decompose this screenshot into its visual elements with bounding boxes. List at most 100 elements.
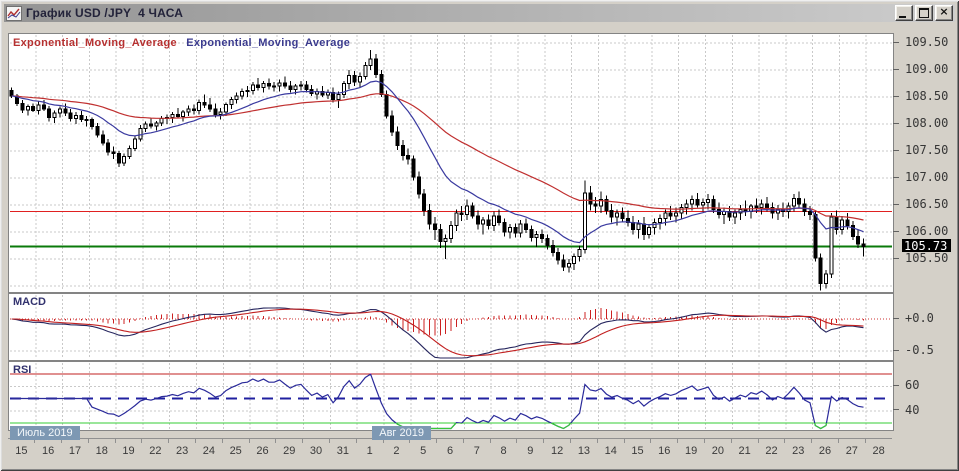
- x-axis-tick: [328, 438, 330, 443]
- x-axis-tick: [596, 438, 598, 443]
- price-scale-label: 107.00: [905, 170, 949, 184]
- x-axis-tick: [114, 438, 116, 443]
- x-axis-tick: [61, 438, 63, 443]
- close-icon: ×: [939, 5, 949, 18]
- date-label: 22: [149, 445, 162, 457]
- price-scale-tick: [893, 122, 899, 124]
- date-label: 1: [366, 445, 373, 457]
- price-scale-tick: [893, 95, 899, 97]
- minimize-icon: [899, 16, 906, 18]
- indicator-legend: Exponential_Moving_Average Exponential_M…: [13, 37, 356, 49]
- price-scale-label: 105.50: [905, 251, 949, 265]
- date-label: 17: [68, 445, 82, 457]
- rsi-canvas: [10, 363, 892, 430]
- x-axis-tick: [34, 438, 36, 443]
- date-label: 21: [738, 445, 751, 457]
- date-label: 7: [473, 445, 480, 457]
- price-scale-tick: [893, 230, 899, 232]
- x-axis-tick: [837, 438, 839, 443]
- date-label: 26: [256, 445, 269, 457]
- date-label: 22: [765, 445, 778, 457]
- x-axis-tick: [355, 438, 357, 443]
- price-chart-canvas: [9, 35, 892, 291]
- price-scale-tick: [893, 257, 899, 259]
- price-scale-label: 109.00: [905, 62, 949, 76]
- price-scale-tick: [893, 176, 899, 178]
- price-scale-label: 108.50: [905, 89, 949, 103]
- date-label: 25: [229, 445, 242, 457]
- minimize-button[interactable]: [895, 5, 913, 21]
- macd-scale-tick: [893, 317, 899, 319]
- price-scale-tick: [893, 149, 899, 151]
- x-axis-tick: [302, 438, 304, 443]
- date-label: 18: [95, 445, 108, 457]
- date-label: 2: [393, 445, 400, 457]
- rsi-scale-tick: [893, 384, 899, 386]
- price-scale-tick: [893, 203, 899, 205]
- x-axis-tick: [623, 438, 625, 443]
- x-axis-tick: [677, 438, 679, 443]
- price-scale-label: 107.50: [905, 143, 949, 157]
- date-label: 24: [202, 445, 216, 457]
- macd-scale-label: -0.5: [905, 343, 934, 357]
- price-chart-panel[interactable]: Exponential_Moving_Average Exponential_M…: [8, 33, 894, 293]
- x-axis-tick: [87, 438, 89, 443]
- x-axis-tick: [168, 438, 170, 443]
- rsi-label: RSI: [13, 364, 32, 376]
- price-scale-tick: [893, 68, 899, 70]
- x-axis-tick: [409, 438, 411, 443]
- macd-panel[interactable]: MACD: [8, 293, 894, 361]
- x-axis-tick: [757, 438, 759, 443]
- date-label: 16: [42, 445, 55, 457]
- date-label: 13: [577, 445, 591, 457]
- price-scale-label: 108.00: [905, 116, 949, 130]
- current-price-tag: 105.73: [902, 238, 951, 253]
- date-label: 14: [604, 445, 617, 457]
- x-axis-tick: [195, 438, 196, 443]
- x-axis-tick: [248, 438, 250, 443]
- price-scale-label: 106.00: [905, 224, 949, 238]
- x-axis-tick: [141, 438, 143, 443]
- date-label: 15: [15, 445, 28, 457]
- x-axis-tick: [811, 438, 813, 443]
- date-label: 19: [122, 445, 135, 457]
- x-axis-tick: [703, 438, 705, 443]
- date-label: 29: [283, 445, 296, 457]
- maximize-button[interactable]: [915, 5, 933, 21]
- x-axis-line: [8, 438, 892, 439]
- chart-icon: [6, 5, 22, 21]
- date-label: 28: [872, 445, 885, 457]
- price-scale-label: 106.50: [905, 197, 949, 211]
- date-label: 15: [631, 445, 644, 457]
- date-label: 6: [446, 445, 454, 457]
- date-label: 23: [175, 445, 189, 457]
- rsi-scale-tick: [893, 409, 899, 411]
- x-axis-tick: [275, 438, 277, 443]
- macd-canvas: [10, 295, 892, 359]
- window-title: График USD /JPY 4 ЧАСА: [26, 6, 184, 20]
- date-label: 12: [551, 445, 564, 457]
- date-label: 8: [500, 445, 507, 457]
- title-bar[interactable]: График USD /JPY 4 ЧАСА ×: [4, 4, 955, 22]
- date-label: 19: [684, 445, 698, 457]
- date-label: 30: [309, 445, 323, 457]
- macd-label: MACD: [13, 296, 46, 308]
- date-label: 27: [845, 445, 858, 457]
- x-axis-tick: [462, 438, 464, 443]
- macd-scale-tick: [893, 349, 899, 351]
- rsi-scale-label: 40: [905, 402, 920, 417]
- date-label: 31: [336, 445, 349, 457]
- x-axis-tick: [570, 438, 572, 443]
- date-label: 26: [818, 445, 832, 457]
- date-label: 5: [420, 445, 427, 457]
- x-axis-tick: [784, 438, 786, 443]
- rsi-panel[interactable]: RSI: [8, 361, 894, 431]
- date-label: 23: [792, 445, 805, 457]
- month-label-august: Авг 2019: [372, 426, 431, 440]
- price-scale-label: 109.50: [905, 35, 949, 49]
- maximize-icon: [919, 8, 929, 18]
- close-button[interactable]: ×: [935, 5, 953, 21]
- legend-ema-fast: Exponential_Moving_Average: [186, 37, 351, 49]
- rsi-scale-label: 60: [905, 378, 920, 393]
